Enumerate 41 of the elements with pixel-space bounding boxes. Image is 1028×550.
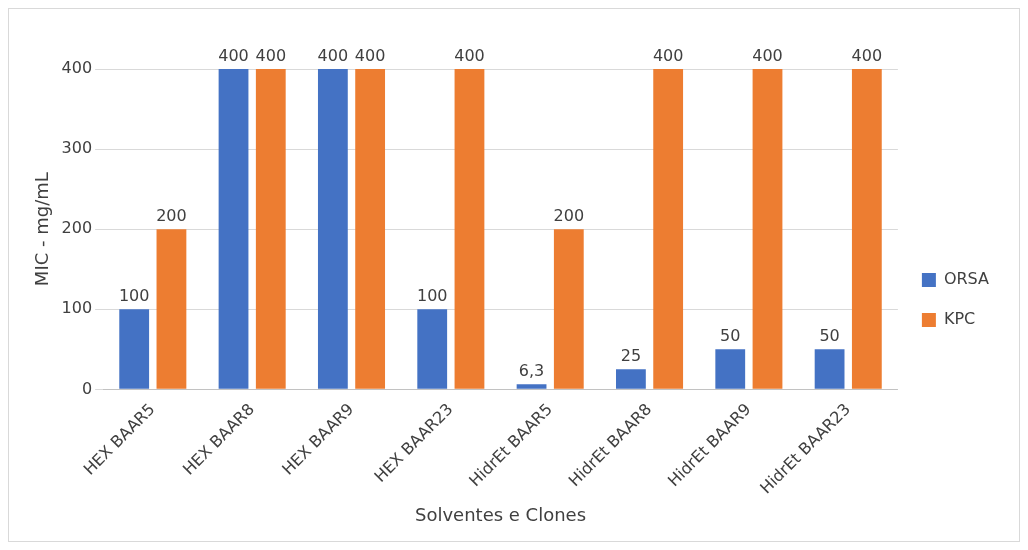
bar <box>814 349 845 389</box>
bar <box>752 69 783 389</box>
y-tick-label: 100 <box>61 298 93 318</box>
x-axis-title: Solventes e Clones <box>414 503 587 525</box>
bar <box>616 369 646 389</box>
bar <box>317 69 348 389</box>
legend-label: ORSA <box>943 269 990 289</box>
data-label: 6,3 <box>518 361 545 381</box>
bar <box>255 69 286 389</box>
data-label: 50 <box>819 326 840 346</box>
data-label: 400 <box>354 46 386 66</box>
data-label: 400 <box>218 46 249 66</box>
data-label: 200 <box>553 206 585 226</box>
bar <box>218 69 249 389</box>
y-tick-label: 0 <box>81 378 93 398</box>
bar <box>355 69 386 389</box>
bar <box>454 69 485 389</box>
y-tick-label: 200 <box>61 218 93 238</box>
y-axis-title: MIC - mg/mL <box>31 172 53 287</box>
data-label: 400 <box>454 46 485 66</box>
bar <box>851 69 882 389</box>
bar <box>715 349 746 389</box>
data-label: 400 <box>851 46 883 66</box>
bar <box>417 309 448 389</box>
bar <box>156 229 187 389</box>
y-tick-label: 300 <box>61 138 93 158</box>
data-label: 50 <box>720 326 741 346</box>
bar <box>516 384 547 389</box>
legend-label: KPC <box>943 309 976 329</box>
data-label: 25 <box>620 346 642 366</box>
data-label: 100 <box>118 286 150 306</box>
bar <box>653 69 684 389</box>
data-label: 100 <box>416 286 448 306</box>
data-label: 400 <box>255 46 287 66</box>
data-label: 400 <box>317 46 349 66</box>
data-label: 200 <box>156 206 187 226</box>
bar <box>119 309 150 389</box>
y-tick-label: 400 <box>61 58 93 78</box>
data-label: 400 <box>752 46 783 66</box>
data-label: 400 <box>652 46 684 66</box>
bar <box>553 229 584 389</box>
